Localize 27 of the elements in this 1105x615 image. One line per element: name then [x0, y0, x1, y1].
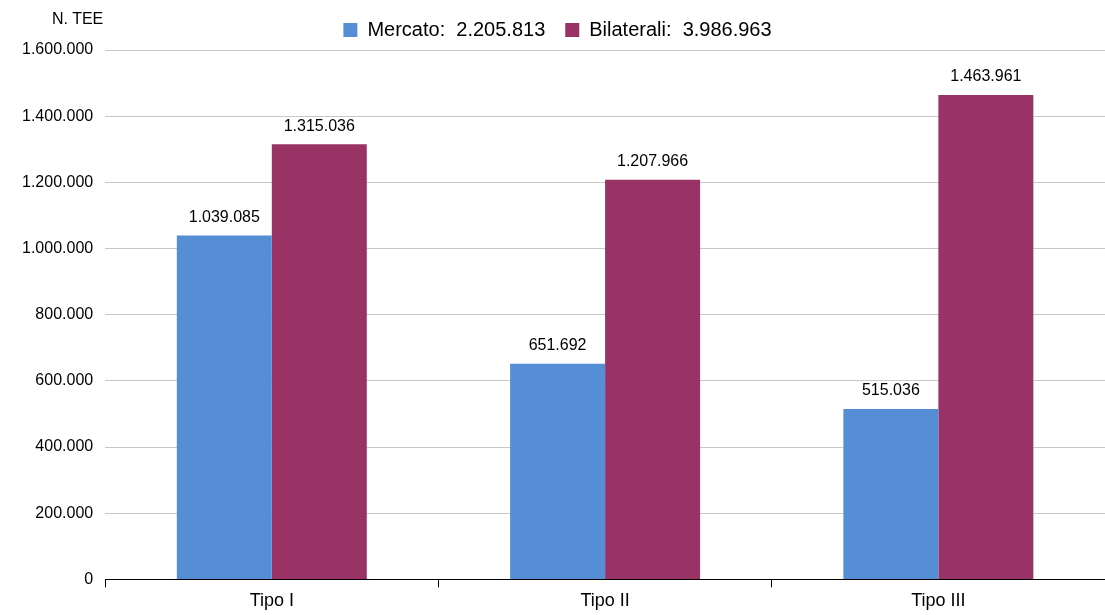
bar: [510, 363, 606, 579]
y-tick-label: 1.400.000: [21, 106, 94, 124]
data-label: 1.207.966: [616, 152, 689, 170]
legend-label: Bilaterali: 3.986.963: [589, 17, 772, 40]
x-tick-label: Tipo I: [249, 590, 294, 611]
y-tick-label: 800.000: [35, 305, 94, 323]
y-tick-label: 1.000.000: [21, 238, 94, 256]
x-tick-label: Tipo II: [580, 590, 630, 611]
y-tick-label: 0: [84, 569, 94, 587]
data-label: 515.036: [861, 381, 920, 399]
data-label: 1.039.085: [188, 208, 261, 225]
bar: [843, 408, 939, 579]
y-tick-label: 400.000: [35, 437, 94, 455]
y-tick-label: 1.200.000: [21, 172, 94, 190]
legend-label: Mercato: 2.205.813: [367, 17, 546, 40]
x-tick-label: Tipo III: [911, 590, 966, 611]
y-axis-title: N. TEE: [52, 10, 104, 28]
bar: [938, 95, 1034, 579]
data-label: 1.315.036: [283, 116, 355, 134]
data-label: 651.692: [528, 336, 587, 354]
bar: [176, 235, 272, 579]
y-tick-label: 200.000: [35, 503, 94, 521]
data-label: 1.463.961: [950, 67, 1022, 85]
y-tick-label: 1.600.000: [21, 40, 94, 58]
bar: [605, 179, 701, 579]
y-tick-label: 600.000: [35, 371, 94, 389]
bar: [271, 144, 367, 579]
